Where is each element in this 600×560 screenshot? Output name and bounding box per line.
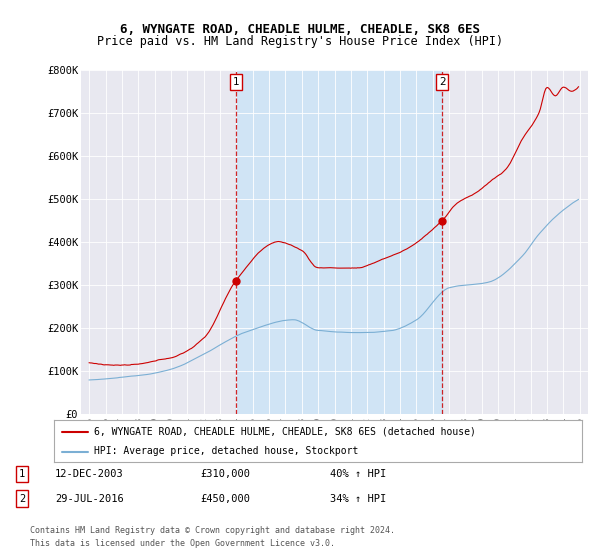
Text: This data is licensed under the Open Government Licence v3.0.: This data is licensed under the Open Gov… [30,539,335,548]
Text: 6, WYNGATE ROAD, CHEADLE HULME, CHEADLE, SK8 6ES: 6, WYNGATE ROAD, CHEADLE HULME, CHEADLE,… [120,22,480,36]
Text: 2: 2 [439,77,445,87]
Text: £310,000: £310,000 [200,469,250,479]
Text: 1: 1 [19,469,25,479]
Text: Contains HM Land Registry data © Crown copyright and database right 2024.: Contains HM Land Registry data © Crown c… [30,526,395,535]
Text: 40% ↑ HPI: 40% ↑ HPI [330,469,386,479]
Text: 12-DEC-2003: 12-DEC-2003 [55,469,124,479]
Text: 2: 2 [19,493,25,503]
Text: Price paid vs. HM Land Registry's House Price Index (HPI): Price paid vs. HM Land Registry's House … [97,35,503,49]
Bar [236,70,442,414]
Text: HPI: Average price, detached house, Stockport: HPI: Average price, detached house, Stoc… [94,446,358,456]
Text: 6, WYNGATE ROAD, CHEADLE HULME, CHEADLE, SK8 6ES (detached house): 6, WYNGATE ROAD, CHEADLE HULME, CHEADLE,… [94,427,475,437]
Text: 34% ↑ HPI: 34% ↑ HPI [330,493,386,503]
Text: 1: 1 [232,77,239,87]
Text: 29-JUL-2016: 29-JUL-2016 [55,493,124,503]
Text: £450,000: £450,000 [200,493,250,503]
